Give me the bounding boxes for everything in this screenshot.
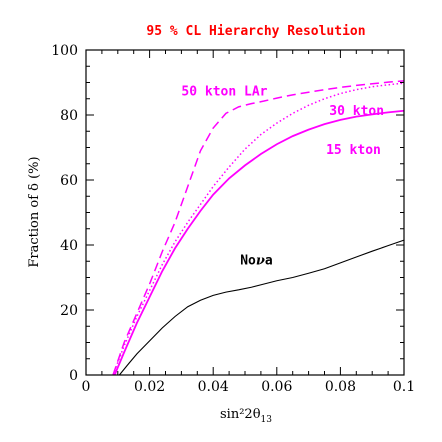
series-line-30-kton [112,82,405,376]
series-line-15-kton [113,109,405,376]
x-axis-label-subscript: 13 [261,415,273,425]
x-tick-label: 0.1 [393,379,415,395]
y-tick-label: 60 [60,173,78,189]
series-line-nova [118,239,405,376]
x-axis-label-main: sin²2θ [220,407,261,422]
series-label-15-kton: 15 kton [326,143,381,158]
x-tick-label: 0.04 [198,379,229,395]
y-tick-label: 40 [60,238,78,254]
x-axis: 0 0.02 0.04 0.06 0.08 0.1 [82,50,415,395]
y-axis-label: Fraction of δ (%) [27,156,42,267]
y-axis: 0 20 40 60 80 100 [51,43,404,384]
series-label-30-kton: 30 kton [329,104,384,119]
series-line-50-kton-lar [112,80,405,376]
y-tick-label: 100 [51,43,78,59]
x-tick-label: 0.06 [261,379,292,395]
y-tick-label: 20 [60,303,78,319]
y-tick-label: 0 [69,368,78,384]
chart-title: 95 % CL Hierarchy Resolution [146,24,365,39]
series-label-50-kton-lar: 50 kton LAr [181,85,267,100]
plot-area [112,80,405,376]
x-tick-label: 0.02 [134,379,165,395]
y-tick-label: 80 [60,108,78,124]
x-tick-label: 0 [82,379,91,395]
x-tick-label: 0.08 [325,379,356,395]
series-label-nova: Noνa [240,254,273,269]
series-labels: 50 kton LAr 30 kton 15 kton Noνa [181,85,384,269]
x-axis-label: sin²2θ13 [220,407,272,425]
